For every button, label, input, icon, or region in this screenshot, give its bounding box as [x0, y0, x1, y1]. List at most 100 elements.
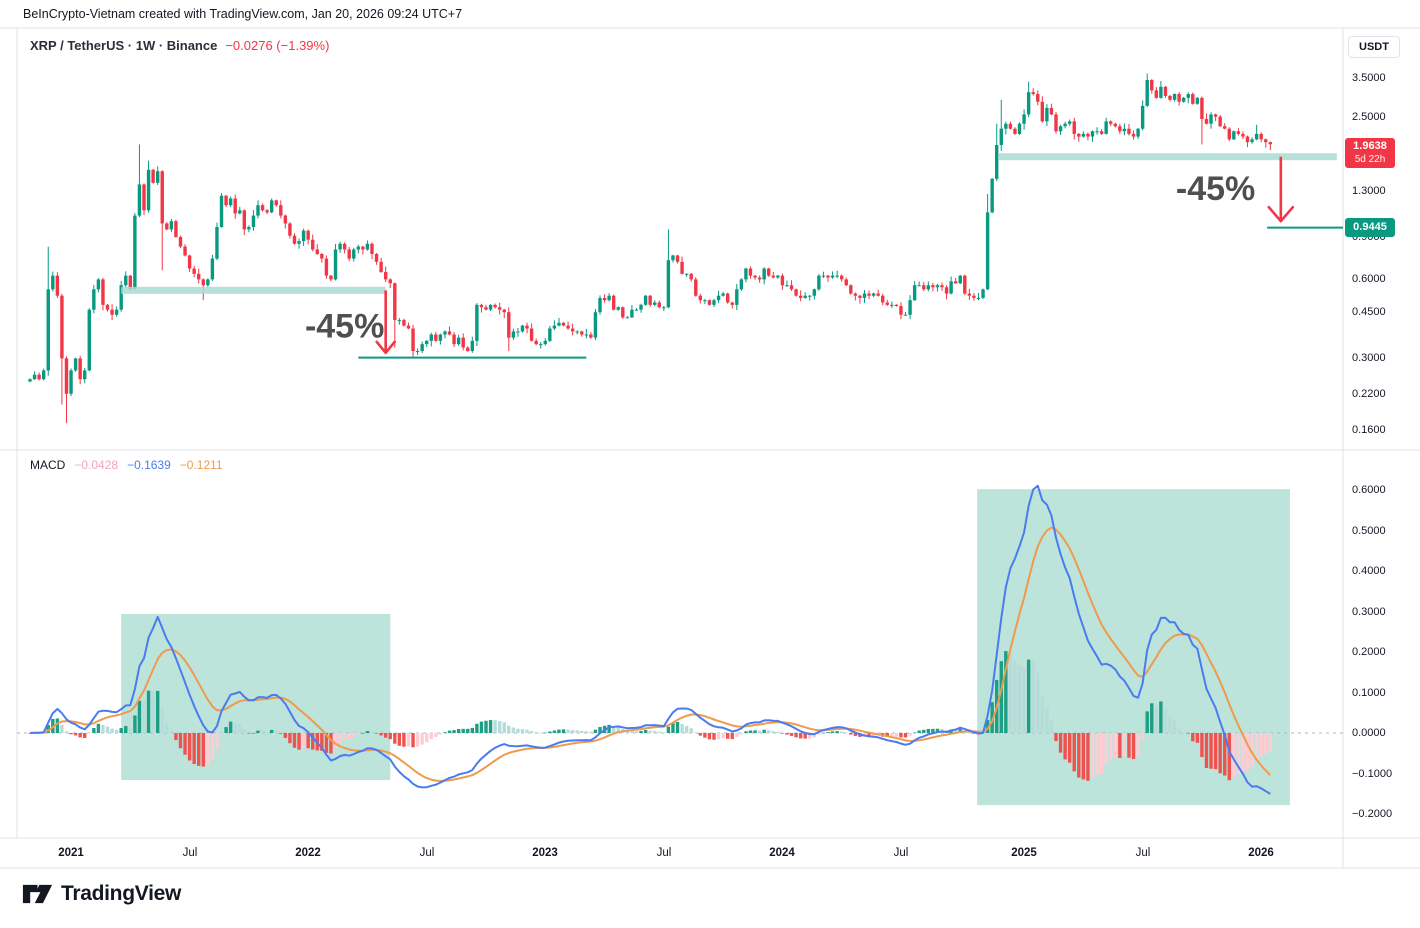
- macd-histogram-bar: [92, 728, 96, 733]
- macd-tick-label[interactable]: 0.1000: [1352, 687, 1386, 699]
- candle-body: [338, 243, 342, 250]
- candle-body: [798, 295, 803, 298]
- candle-body: [748, 268, 753, 276]
- macd-tick-label[interactable]: 0.6000: [1352, 484, 1386, 496]
- price-tick-label[interactable]: 0.2200: [1352, 388, 1386, 400]
- macd-histogram-bar: [990, 702, 994, 733]
- macd-histogram-bar: [169, 730, 174, 733]
- time-tick-label[interactable]: 2023: [532, 847, 558, 859]
- macd-tick-label[interactable]: −0.1000: [1352, 768, 1393, 780]
- candle-body: [940, 285, 944, 288]
- macd-header[interactable]: MACD −0.0428 −0.1639 −0.1211: [30, 458, 223, 472]
- candle-body: [967, 293, 972, 296]
- time-tick-label[interactable]: Jul: [893, 847, 909, 859]
- macd-pane[interactable]: [17, 484, 1343, 806]
- macd-histogram-bar: [776, 731, 780, 733]
- macd-histogram-bar: [1072, 733, 1076, 772]
- candle-body: [155, 171, 160, 183]
- macd-histogram-bar: [817, 733, 821, 735]
- candle-body: [922, 285, 926, 290]
- macd-histogram-bar: [1168, 716, 1172, 733]
- price-tick-label[interactable]: 2.5000: [1352, 111, 1386, 123]
- price-tick-label[interactable]: 0.4500: [1352, 306, 1386, 318]
- price-tick-label[interactable]: 3.5000: [1352, 72, 1386, 84]
- drawdown-arrow[interactable]: [375, 290, 396, 355]
- candle-body: [589, 334, 593, 338]
- macd-histogram-bar: [721, 733, 725, 739]
- time-tick-label[interactable]: 2025: [1011, 847, 1037, 859]
- candle-body: [1268, 142, 1273, 145]
- macd-histogram-bar: [762, 729, 766, 733]
- candle-body: [753, 275, 757, 278]
- time-tick-label[interactable]: 2024: [769, 847, 795, 859]
- price-tick-label[interactable]: 0.3000: [1352, 352, 1386, 364]
- macd-histogram-bar: [338, 733, 342, 743]
- candle-body: [1054, 114, 1058, 132]
- macd-histogram-bar: [908, 733, 912, 736]
- candle-body: [511, 331, 516, 338]
- macd-histogram-bar: [953, 729, 958, 733]
- candle-body: [876, 293, 880, 296]
- macd-histogram-bar: [1131, 733, 1136, 760]
- macd-histogram-bar: [64, 731, 69, 733]
- candle-body: [1254, 133, 1259, 140]
- candle-body: [529, 328, 534, 341]
- price-pane[interactable]: -45% -45%: [28, 73, 1343, 424]
- macd-label[interactable]: MACD: [30, 458, 66, 472]
- macd-tick-label[interactable]: 0.4000: [1352, 565, 1386, 577]
- macd-histogram-bar: [584, 731, 589, 733]
- drawdown-arrow[interactable]: [1267, 156, 1295, 223]
- time-tick-label[interactable]: 2026: [1248, 847, 1274, 859]
- tradingview-logo[interactable]: TradingView: [22, 882, 181, 906]
- time-tick-label[interactable]: Jul: [182, 847, 198, 859]
- candle-body: [593, 312, 598, 338]
- candle-body: [812, 289, 817, 296]
- time-tick-label[interactable]: Jul: [656, 847, 672, 859]
- symbol-title[interactable]: XRP / TetherUS · 1W · Binance: [30, 38, 218, 53]
- macd-tick-label[interactable]: 0.3000: [1352, 606, 1386, 618]
- candle-body: [725, 293, 730, 303]
- candle-body: [1154, 90, 1159, 98]
- candle-body: [621, 307, 625, 318]
- price-tick-label[interactable]: 0.1600: [1352, 424, 1386, 436]
- time-tick-label[interactable]: 2022: [295, 847, 321, 859]
- macd-histogram-bar: [1077, 733, 1081, 778]
- price-tick-label[interactable]: 0.6000: [1352, 273, 1386, 285]
- macd-tick-label[interactable]: 0.2000: [1352, 646, 1386, 658]
- candle-body: [402, 320, 406, 326]
- macd-histogram-bar: [105, 726, 110, 733]
- macd-histogram-bar: [434, 733, 438, 738]
- time-tick-label[interactable]: 2021: [58, 847, 84, 859]
- candle-body: [183, 246, 187, 256]
- candle-body: [657, 302, 661, 308]
- candle-body: [689, 273, 693, 280]
- candle-body: [516, 331, 520, 333]
- macd-tick-label[interactable]: 0.0000: [1352, 727, 1386, 739]
- macd-tick-label[interactable]: 0.5000: [1352, 525, 1386, 537]
- candle-body: [1195, 97, 1200, 104]
- candle-body: [311, 239, 315, 250]
- candle-body: [279, 205, 283, 216]
- time-tick-label[interactable]: Jul: [419, 847, 435, 859]
- price-tick-label[interactable]: 1.3000: [1352, 185, 1386, 197]
- time-tick-label[interactable]: Jul: [1135, 847, 1151, 859]
- macd-histogram-bar: [119, 728, 123, 733]
- macd-histogram-bar: [269, 729, 274, 733]
- macd-value: −0.1639: [127, 458, 171, 472]
- symbol-header[interactable]: XRP / TetherUS · 1W · Binance −0.0276 (−…: [30, 38, 329, 53]
- last-price-badge[interactable]: 1.9638 5d 22h: [1345, 138, 1395, 168]
- candle-body: [698, 295, 703, 301]
- macd-histogram-bar: [826, 732, 830, 733]
- support-band[interactable]: [121, 286, 386, 294]
- candle-body: [55, 275, 60, 296]
- currency-button[interactable]: USDT: [1348, 36, 1400, 58]
- support-band[interactable]: [999, 153, 1337, 161]
- macd-histogram-bar: [425, 733, 429, 743]
- macd-tick-label[interactable]: −0.2000: [1352, 808, 1393, 820]
- candle-body: [1095, 131, 1099, 133]
- macd-histogram-bar: [197, 733, 201, 766]
- macd-histogram-bar: [55, 718, 60, 733]
- target-price-badge[interactable]: 0.9445: [1345, 218, 1395, 237]
- macd-histogram-bar: [470, 727, 475, 733]
